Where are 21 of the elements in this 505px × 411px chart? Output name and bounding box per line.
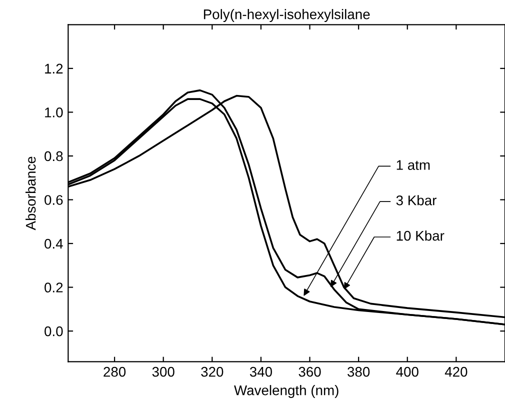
x-tick-label: 400 bbox=[396, 366, 418, 377]
x-tick-label: 420 bbox=[444, 366, 468, 377]
y-tick-label: 1.0 bbox=[45, 108, 63, 118]
y-tick-label: 1.2 bbox=[45, 64, 63, 74]
y-tick-label: 0.6 bbox=[44, 195, 63, 205]
x-tick-label: 300 bbox=[152, 366, 174, 377]
y-tick-label: 0.8 bbox=[44, 151, 63, 162]
x-axis-title: Wavelength (nm) bbox=[234, 385, 338, 398]
y-tick-label: 0.0 bbox=[44, 326, 63, 336]
y-axis-title: Absorbance bbox=[26, 156, 36, 230]
annotation: 10 Kbar bbox=[396, 230, 444, 241]
y-tick-label: 0.2 bbox=[44, 282, 63, 292]
x-tick-label: 380 bbox=[348, 366, 370, 377]
x-tick-label: 360 bbox=[298, 366, 321, 377]
y-tick-label: 0.4 bbox=[44, 238, 63, 249]
x-tick-label: 280 bbox=[104, 366, 126, 377]
x-tick-label: 340 bbox=[250, 366, 272, 377]
x-tick-label: 320 bbox=[201, 366, 224, 377]
annotation: 1 atm bbox=[396, 160, 430, 170]
annotation: 3 Kbar bbox=[396, 195, 436, 206]
chart-title: Poly(n-hexyl-isohexylsilane bbox=[204, 9, 370, 22]
